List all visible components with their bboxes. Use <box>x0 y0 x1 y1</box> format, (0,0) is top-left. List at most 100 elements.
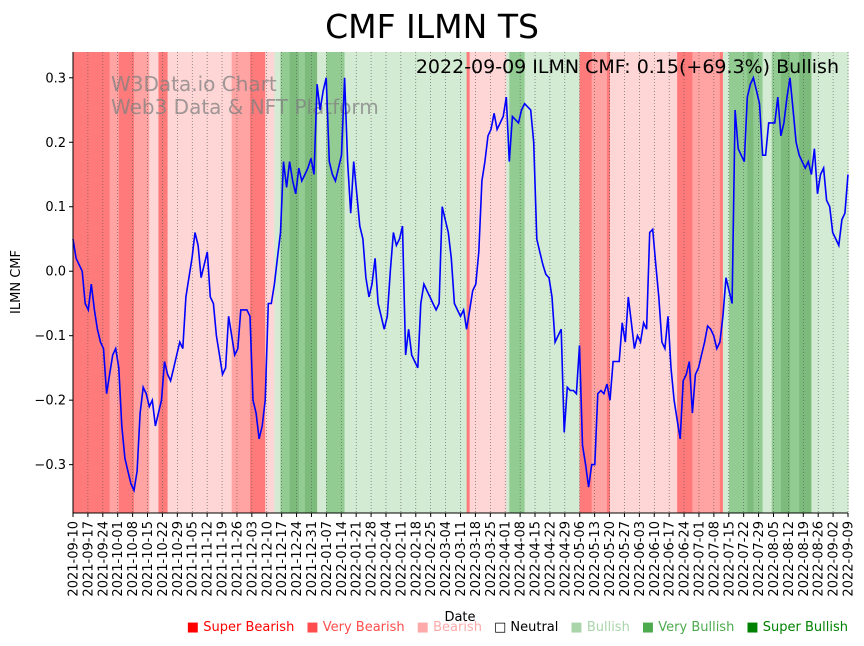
x-tick-label: 2021-11-26 <box>230 521 245 597</box>
x-tick-label: 2022-03-25 <box>484 521 499 597</box>
legend-very-bullish: ■ Very Bullish <box>641 620 735 635</box>
x-tick-label: 2022-09-02 <box>827 521 842 597</box>
regime-band-super-bullish <box>799 52 812 513</box>
x-tick-label: 2022-04-22 <box>543 521 558 597</box>
regime-band-super-bullish <box>747 52 755 513</box>
x-tick-label: 2022-07-01 <box>692 521 707 597</box>
x-tick-label: 2021-11-12 <box>201 521 216 597</box>
regime-band-very-bearish <box>109 52 120 513</box>
regime-band-bullish <box>762 52 773 513</box>
x-tick-label: 2022-08-05 <box>767 521 782 597</box>
x-tick-label: 2022-07-22 <box>737 521 752 597</box>
x-tick-label: 2021-09-17 <box>81 521 96 597</box>
x-tick-label: 2022-04-29 <box>558 521 573 597</box>
y-axis-label: ILMN CMF <box>9 250 24 314</box>
y-tick-label: −0.1 <box>34 329 66 344</box>
legend-neutral: □ Neutral <box>493 620 559 635</box>
date-gridlines <box>72 52 849 513</box>
x-tick-label: 2022-03-11 <box>454 521 469 597</box>
regime-band-super-bearish <box>158 52 169 513</box>
regime-band-bullish <box>811 52 849 513</box>
y-tick-label: 0.0 <box>45 265 66 280</box>
regime-band-super-bearish <box>606 52 611 513</box>
chart-title: CMF ILMN TS <box>325 7 539 46</box>
x-tick-label: 2022-06-10 <box>648 521 663 597</box>
x-tick-label: 2022-04-15 <box>529 521 544 597</box>
x-tick-label: 2021-10-29 <box>171 521 186 597</box>
regime-band-bullish <box>274 52 282 513</box>
x-tick-label: 2022-01-07 <box>320 521 335 597</box>
y-ticks: 0.3 0.2 0.1 0.0 −0.1 −0.2 −0.3 <box>34 71 73 473</box>
x-tick-label: 2021-10-08 <box>126 521 141 597</box>
x-tick-label: 2021-12-17 <box>275 521 290 597</box>
x-tick-label: 2022-09-09 <box>842 521 857 597</box>
regime-band-super-bullish <box>780 52 791 513</box>
x-tick-label: 2022-07-15 <box>722 521 737 597</box>
regime-band-bullish <box>344 52 468 513</box>
regime-band-super-bearish <box>73 52 111 513</box>
x-tick-label: 2021-10-22 <box>156 521 171 597</box>
regime-band-bullish <box>524 52 541 513</box>
x-tick-label: 2022-04-08 <box>514 521 529 597</box>
x-tick-label: 2022-02-11 <box>394 521 409 597</box>
x-tick-label: 2022-05-20 <box>603 521 618 597</box>
x-tick-label: 2022-08-12 <box>782 521 797 597</box>
x-tick-label: 2021-12-10 <box>260 521 275 597</box>
regime-band-super-bearish <box>466 52 471 513</box>
watermark-line-1: W3Data.io Chart <box>111 72 277 96</box>
x-tick-label: 2022-07-08 <box>707 521 722 597</box>
regime-band-very-bullish <box>771 52 782 513</box>
x-tick-label: 2022-03-18 <box>469 521 484 597</box>
x-tick-label: 2022-01-14 <box>335 521 350 597</box>
x-axis-label: Date <box>444 610 475 625</box>
watermark-line-2: Web3 Data & NFT Platform <box>111 95 379 119</box>
regime-band-very-bullish <box>790 52 800 513</box>
regime-band-super-bearish <box>249 52 266 513</box>
regime-band-very-bearish <box>134 52 150 513</box>
x-tick-label: 2022-07-29 <box>752 521 767 597</box>
x-tick-label: 2021-12-31 <box>305 521 320 597</box>
x-tick-label: 2021-10-01 <box>111 521 126 597</box>
series-line-ilmn-cmf <box>72 75 849 494</box>
watermark: W3Data.io Chart Web3 Data & NFT Platform <box>111 72 379 119</box>
regime-band-bearish <box>265 52 275 513</box>
regime-band-very-bullish <box>298 52 306 513</box>
regime-band-bearish <box>149 52 160 513</box>
y-tick-label: 0.3 <box>45 71 66 86</box>
x-tick-label: 2022-01-21 <box>350 521 365 597</box>
legend-bearish: ■ Bearish <box>416 620 482 635</box>
x-tick-label: 2021-09-10 <box>67 521 82 597</box>
y-tick-label: −0.3 <box>34 458 66 473</box>
x-tick-label: 2022-08-19 <box>797 521 812 597</box>
legend-bullish: ■ Bullish <box>570 620 630 635</box>
x-tick-label: 2022-05-06 <box>573 521 588 597</box>
legend-very-bearish: ■ Very Bearish <box>306 620 405 635</box>
x-tick-label: 2022-05-13 <box>588 521 603 597</box>
regime-band-super-bearish <box>677 52 693 513</box>
x-tick-label: 2022-03-04 <box>439 521 454 597</box>
regime-band-very-bullish <box>280 52 291 513</box>
regime-band-super-bearish <box>719 52 724 513</box>
regime-band-bearish <box>610 52 678 513</box>
x-tick-label: 2022-01-28 <box>365 521 380 597</box>
regime-band-super-bearish <box>118 52 135 513</box>
regime-band-very-bullish <box>509 52 526 513</box>
chart-annotation: 2022-09-09 ILMN CMF: 0.15(+69.3%) Bullis… <box>416 56 839 78</box>
x-tick-label: 2022-02-04 <box>379 521 394 597</box>
regime-band-bullish <box>506 52 510 513</box>
regime-band-bullish <box>539 52 581 513</box>
x-tick-label: 2022-04-01 <box>499 521 514 597</box>
x-tick-label: 2021-12-03 <box>245 521 260 597</box>
regime-band-very-bearish <box>591 52 608 513</box>
x-tick-label: 2022-06-03 <box>633 521 648 597</box>
y-tick-label: 0.1 <box>45 200 66 215</box>
series-layer <box>72 75 849 494</box>
x-tick-label: 2022-06-17 <box>663 521 678 597</box>
x-tick-label: 2022-05-27 <box>618 521 633 597</box>
regime-band-super-bullish <box>289 52 300 513</box>
legend: ■ Super Bearish ■ Very Bearish ■ Bearish… <box>0 620 848 635</box>
x-tick-label: 2022-02-25 <box>424 521 439 597</box>
x-tick-label: 2022-06-24 <box>678 521 693 597</box>
y-tick-label: 0.2 <box>45 136 66 151</box>
